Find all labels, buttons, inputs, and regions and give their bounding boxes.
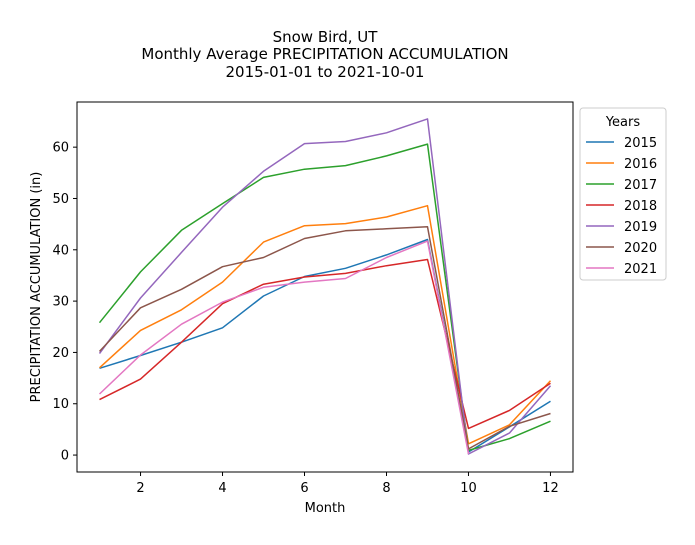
y-tick-label: 40 (52, 243, 69, 258)
series-line-2020 (98, 225, 551, 450)
x-tick-label: 10 (460, 481, 477, 496)
y-axis-label: PRECIPITATION ACCUMULATION (in) (29, 172, 44, 403)
y-tick-label: 10 (52, 397, 69, 412)
series-line-2015 (99, 238, 551, 453)
legend-label-2015: 2015 (624, 136, 657, 151)
legend-label-2018: 2018 (624, 199, 657, 214)
series-line-2017 (98, 143, 551, 452)
y-tick-label: 30 (52, 295, 69, 310)
legend-label-2017: 2017 (624, 178, 657, 193)
legend-box (579, 107, 667, 281)
series-line-2016 (98, 204, 552, 445)
y-axis-ticks: 0 10 20 30 40 50 60 (52, 141, 77, 464)
chart-title-line-3: 2015-01-01 to 2021-10-01 (226, 63, 425, 81)
series-line-2018 (99, 258, 551, 430)
x-tick-label: 4 (218, 481, 226, 496)
legend-label-2021: 2021 (624, 262, 657, 277)
plot-lines (98, 118, 552, 455)
x-tick-label: 2 (136, 481, 144, 496)
y-tick-label: 50 (52, 192, 69, 207)
x-axis-label: Month (305, 501, 346, 516)
x-axis-ticks: 2 4 6 8 10 12 (136, 472, 559, 496)
x-tick-label: 8 (382, 481, 390, 496)
y-tick-label: 60 (52, 141, 69, 156)
legend-label-2016: 2016 (624, 157, 657, 172)
legend-label-2020: 2020 (624, 241, 657, 256)
legend-items: 2015 2016 2017 2018 2019 2020 2021 (586, 136, 657, 277)
series-line-2021 (98, 240, 470, 455)
chart-title-line-2: Monthly Average PRECIPITATION ACCUMULATI… (141, 45, 508, 63)
legend: Years 2015 2016 2017 2018 2019 2020 2021 (579, 107, 667, 281)
legend-label-2019: 2019 (624, 220, 657, 235)
y-tick-label: 0 (61, 449, 69, 464)
legend-title: Years (605, 115, 641, 130)
plot-frame (76, 101, 574, 473)
chart-title-line-1: Snow Bird, UT (273, 28, 379, 46)
x-tick-label: 12 (542, 481, 559, 496)
series-line-2019 (98, 118, 552, 455)
y-tick-label: 20 (52, 346, 69, 361)
x-tick-label: 6 (300, 481, 308, 496)
